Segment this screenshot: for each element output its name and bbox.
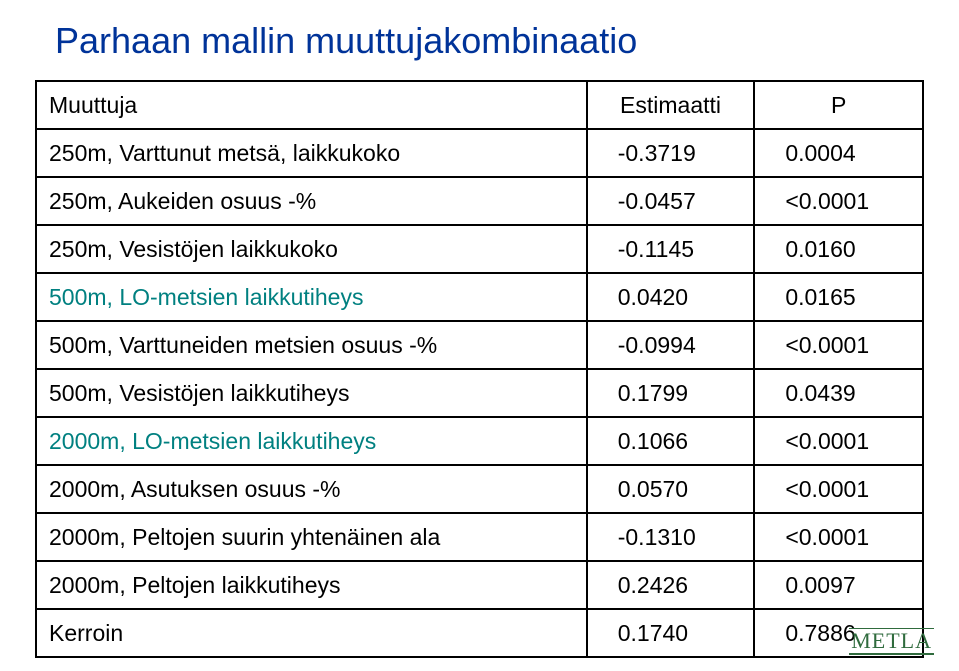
header-estimate: Estimaatti — [587, 81, 755, 129]
cell-estimate: 0.1740 — [587, 609, 755, 657]
data-table: Muuttuja Estimaatti P 250m, Varttunut me… — [35, 80, 924, 658]
cell-estimate: -0.1310 — [587, 513, 755, 561]
cell-variable: 250m, Vesistöjen laikkukoko — [36, 225, 587, 273]
cell-estimate: 0.1799 — [587, 369, 755, 417]
cell-p: <0.0001 — [754, 417, 923, 465]
cell-variable: 2000m, Peltojen suurin yhtenäinen ala — [36, 513, 587, 561]
cell-variable: 2000m, Asutuksen osuus -% — [36, 465, 587, 513]
cell-variable: 2000m, LO-metsien laikkutiheys — [36, 417, 587, 465]
cell-p: <0.0001 — [754, 513, 923, 561]
cell-p: 0.0160 — [754, 225, 923, 273]
table-row: 500m, Varttuneiden metsien osuus -%-0.09… — [36, 321, 923, 369]
cell-estimate: 0.1066 — [587, 417, 755, 465]
cell-p: 0.0439 — [754, 369, 923, 417]
header-variable: Muuttuja — [36, 81, 587, 129]
table-row: 250m, Varttunut metsä, laikkukoko-0.3719… — [36, 129, 923, 177]
cell-variable: 250m, Aukeiden osuus -% — [36, 177, 587, 225]
cell-p: 0.0165 — [754, 273, 923, 321]
cell-variable: Kerroin — [36, 609, 587, 657]
cell-variable: 500m, LO-metsien laikkutiheys — [36, 273, 587, 321]
slide-title: Parhaan mallin muuttujakombinaatio — [55, 20, 924, 62]
table-row: 2000m, Peltojen suurin yhtenäinen ala-0.… — [36, 513, 923, 561]
table-row: 250m, Vesistöjen laikkukoko-0.11450.0160 — [36, 225, 923, 273]
cell-estimate: -0.0457 — [587, 177, 755, 225]
table-row: 2000m, Asutuksen osuus -%0.0570<0.0001 — [36, 465, 923, 513]
cell-estimate: 0.0420 — [587, 273, 755, 321]
table-row: 2000m, Peltojen laikkutiheys0.24260.0097 — [36, 561, 923, 609]
table-row: 250m, Aukeiden osuus -%-0.0457<0.0001 — [36, 177, 923, 225]
table-row: 2000m, LO-metsien laikkutiheys0.1066<0.0… — [36, 417, 923, 465]
cell-estimate: 0.2426 — [587, 561, 755, 609]
cell-estimate: -0.1145 — [587, 225, 755, 273]
header-p: P — [754, 81, 923, 129]
cell-p: 0.0097 — [754, 561, 923, 609]
table-row: 500m, Vesistöjen laikkutiheys0.17990.043… — [36, 369, 923, 417]
cell-p: <0.0001 — [754, 321, 923, 369]
slide: Parhaan mallin muuttujakombinaatio Muutt… — [0, 0, 959, 671]
cell-variable: 500m, Vesistöjen laikkutiheys — [36, 369, 587, 417]
cell-variable: 500m, Varttuneiden metsien osuus -% — [36, 321, 587, 369]
cell-variable: 2000m, Peltojen laikkutiheys — [36, 561, 587, 609]
table-row: 500m, LO-metsien laikkutiheys0.04200.016… — [36, 273, 923, 321]
metla-logo: METLA — [849, 628, 934, 655]
cell-p: 0.0004 — [754, 129, 923, 177]
cell-estimate: -0.3719 — [587, 129, 755, 177]
cell-estimate: -0.0994 — [587, 321, 755, 369]
cell-estimate: 0.0570 — [587, 465, 755, 513]
cell-p: <0.0001 — [754, 465, 923, 513]
cell-p: <0.0001 — [754, 177, 923, 225]
cell-variable: 250m, Varttunut metsä, laikkukoko — [36, 129, 587, 177]
table-row: Kerroin0.17400.7886 — [36, 609, 923, 657]
table-header-row: Muuttuja Estimaatti P — [36, 81, 923, 129]
